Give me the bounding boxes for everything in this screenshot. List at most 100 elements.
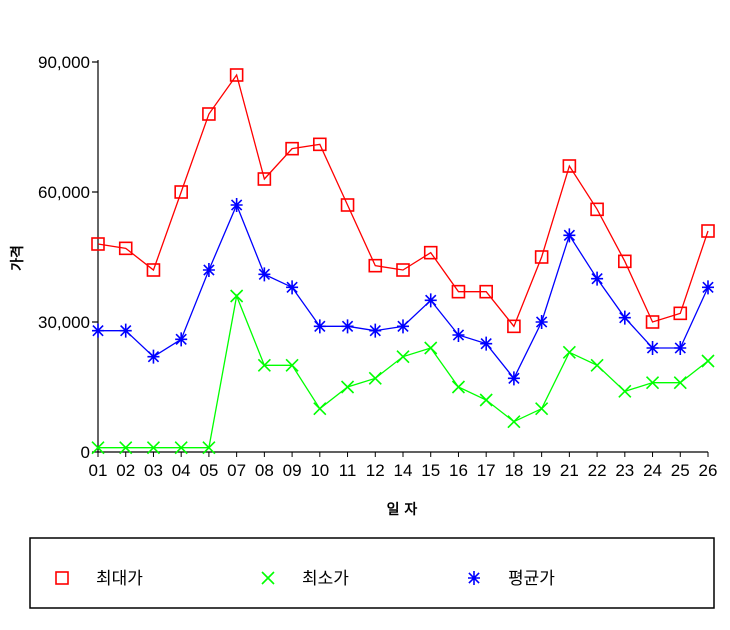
data-point-x <box>202 441 216 455</box>
x-tick-label: 03 <box>144 461 163 480</box>
data-point-asterisk <box>618 310 631 325</box>
legend-item: 최소가 <box>261 569 349 589</box>
data-point-x <box>257 358 271 372</box>
series-x <box>91 289 715 455</box>
x-tick-label: 09 <box>283 461 302 480</box>
data-point-asterisk <box>591 271 604 286</box>
legend-label: 평균가 <box>508 569 555 589</box>
x-tick-label: 01 <box>89 461 108 480</box>
data-point-asterisk <box>507 371 520 386</box>
x-tick-label: 04 <box>172 461 191 480</box>
x-tick-label: 18 <box>504 461 523 480</box>
data-point-asterisk <box>397 319 409 334</box>
data-point-x <box>285 358 299 372</box>
x-tick-label: 23 <box>615 461 634 480</box>
data-point-square <box>701 224 715 238</box>
data-point-asterisk <box>452 328 465 342</box>
data-point-x <box>701 354 715 368</box>
data-point-square <box>55 571 69 585</box>
legend-box <box>29 537 715 609</box>
y-tick-label: 60,000 <box>38 183 90 202</box>
data-point-asterisk <box>313 319 326 334</box>
data-point-x <box>91 441 105 455</box>
data-point-asterisk <box>480 336 493 351</box>
data-point-x <box>562 345 576 359</box>
data-point-square <box>479 284 493 299</box>
data-point-x <box>340 380 355 394</box>
data-point-square <box>118 241 133 256</box>
x-tick-label: 11 <box>339 461 357 480</box>
data-point-square <box>618 254 632 269</box>
data-point-asterisk <box>341 319 354 334</box>
data-point-square <box>202 107 216 121</box>
data-point-square <box>507 319 521 334</box>
x-tick-label: 05 <box>199 461 218 480</box>
legend-item: 최대가 <box>55 569 143 589</box>
legend: 최대가 최소가 평균가 <box>55 569 555 589</box>
data-point-asterisk <box>702 280 714 295</box>
data-point-x <box>451 380 466 394</box>
data-point-asterisk <box>286 280 299 295</box>
data-point-square <box>257 172 272 186</box>
data-point-square <box>396 263 410 277</box>
data-point-asterisk <box>119 323 132 338</box>
data-point-square <box>146 263 161 277</box>
data-point-x <box>146 441 161 455</box>
x-tick-label: 02 <box>116 461 135 480</box>
x-tick-label: 24 <box>643 461 662 480</box>
data-point-square <box>562 159 577 173</box>
x-tick-label: 26 <box>699 461 718 480</box>
series-square <box>91 68 715 334</box>
data-point-x <box>673 376 687 390</box>
data-point-asterisk <box>369 323 382 338</box>
data-point-asterisk <box>674 341 687 355</box>
data-point-x <box>645 376 660 390</box>
data-point-square <box>423 245 438 260</box>
x-tick-label: 07 <box>227 461 246 480</box>
x-tick-label: 17 <box>477 461 496 480</box>
series-line <box>97 73 709 328</box>
data-point-x <box>261 571 275 585</box>
x-tick-label: 22 <box>588 461 607 480</box>
y-tick-label: 0 <box>81 443 90 462</box>
x-tick-label: 16 <box>449 461 468 480</box>
data-point-square <box>285 141 299 156</box>
data-point-square <box>340 198 355 212</box>
data-point-x <box>535 402 549 416</box>
data-point-x <box>590 358 604 372</box>
data-point-square <box>313 137 327 152</box>
x-tick-label: 14 <box>394 461 413 480</box>
data-point-square <box>229 68 244 82</box>
x-tick-label: 15 <box>421 461 440 480</box>
x-tick-label: 21 <box>560 461 579 480</box>
x-tick-label: 12 <box>366 461 385 480</box>
data-point-asterisk <box>258 267 271 282</box>
data-point-square <box>645 315 660 329</box>
series-line <box>98 203 709 380</box>
data-point-x <box>313 402 327 416</box>
data-point-asterisk <box>147 349 160 364</box>
data-point-square <box>91 237 105 251</box>
legend-item: 평균가 <box>468 569 555 589</box>
data-point-x <box>396 350 410 364</box>
x-tick-label: 08 <box>255 461 274 480</box>
x-axis-title: 일 자 <box>387 502 418 518</box>
x-tick-label: 25 <box>671 461 690 480</box>
data-point-square <box>368 258 383 273</box>
y-axis-title: 가격 <box>9 245 26 271</box>
data-point-square <box>590 202 604 217</box>
axes: 0 30,000 60,000 90,000 01 02 03 04 05 07 08 09 10 11 1… <box>38 53 717 480</box>
data-point-x <box>230 289 244 303</box>
data-point-square <box>174 185 188 199</box>
data-point-asterisk <box>646 341 659 355</box>
data-point-square <box>451 284 466 299</box>
data-point-asterisk <box>535 315 548 329</box>
data-point-asterisk <box>424 293 437 308</box>
data-point-x <box>424 341 438 355</box>
y-tick-label: 30,000 <box>38 313 90 332</box>
data-point-square <box>673 306 688 321</box>
x-tick-label: 19 <box>532 461 551 480</box>
data-point-asterisk <box>202 263 215 277</box>
data-point-asterisk <box>563 228 576 243</box>
